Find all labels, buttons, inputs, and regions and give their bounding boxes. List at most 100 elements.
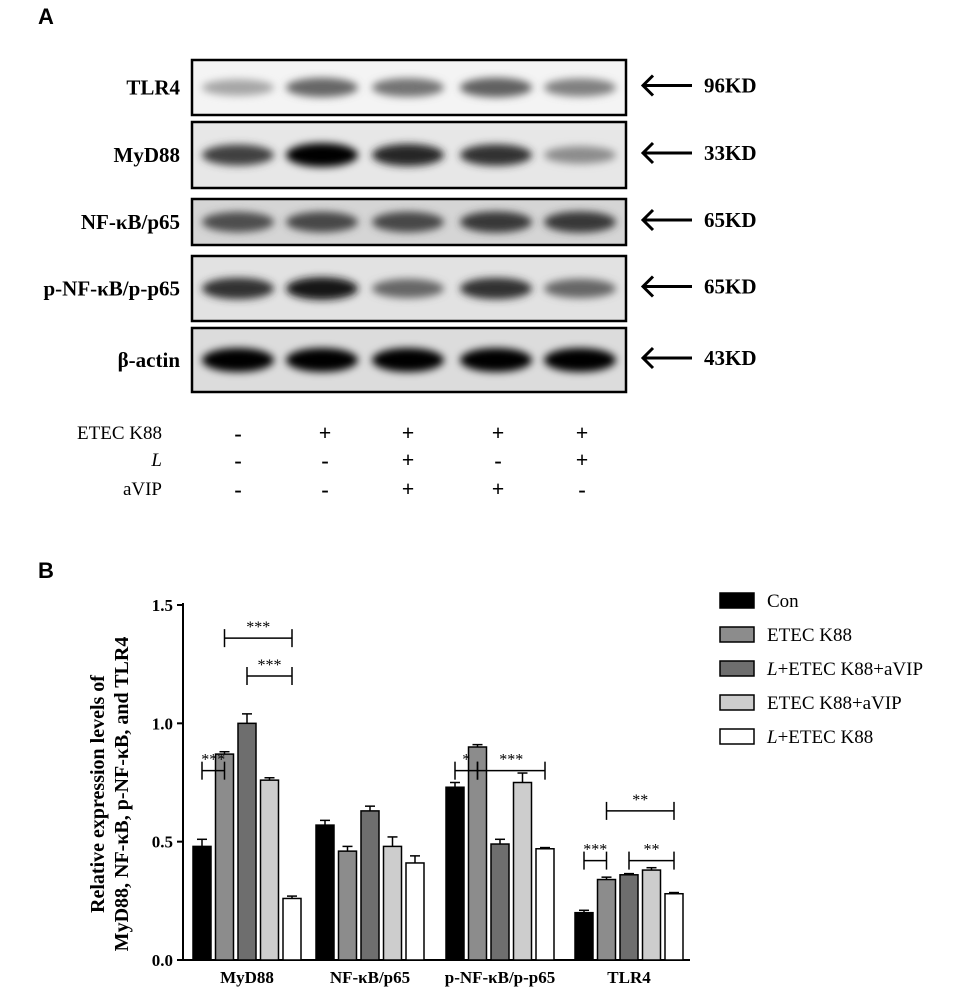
legend-swatch-4 [719, 728, 755, 745]
condition-sign-0-2: + [402, 420, 415, 445]
legend-label-prefix-2: L [766, 659, 778, 680]
legend-label-2: L+ETEC K88+aVIP [766, 659, 923, 680]
legend-swatch-2 [719, 660, 755, 677]
category-label-3: TLR4 [607, 968, 651, 987]
bar-1-3 [596, 878, 617, 961]
bar-4-1 [405, 862, 425, 961]
arrow-icon [640, 346, 692, 370]
blot-band-1-1 [286, 143, 358, 167]
blot-band-0-2 [372, 78, 444, 97]
panel-a-letter: A [38, 4, 54, 29]
condition-sign-1-1: - [321, 448, 328, 473]
band-label-1: MyD88 [114, 143, 181, 167]
condition-sign-2-3: + [492, 476, 505, 501]
arrow-icon [640, 208, 692, 232]
kd-label-0: 96KD [704, 74, 757, 98]
legend-label-text-4: +ETEC K88 [778, 727, 874, 748]
condition-sign-0-3: + [492, 420, 505, 445]
significance-label-0: *** [201, 752, 225, 769]
significance-label-7: ** [644, 842, 660, 859]
bar-3-1 [382, 845, 403, 961]
significance-label-5: *** [583, 842, 607, 859]
legend-label-text-2: +ETEC K88+aVIP [778, 659, 923, 680]
significance-label-3: * [462, 752, 470, 769]
blot-band-0-4 [544, 78, 616, 97]
legend-label-text-3: ETEC K88+aVIP [767, 693, 902, 714]
arrow-icon [640, 74, 692, 97]
blot-band-2-3 [460, 211, 532, 233]
blot-band-2-1 [286, 211, 358, 233]
legend-label-1: ETEC K88 [767, 625, 852, 646]
blot-band-1-0 [202, 144, 274, 166]
legend-label-text-0: Con [767, 591, 799, 612]
condition-sign-0-0: - [234, 421, 241, 446]
blot-band-4-4 [544, 348, 616, 372]
y-tick-label-1: 0.5 [152, 833, 173, 852]
blot-band-0-3 [460, 77, 532, 98]
arrow-icon [640, 141, 692, 165]
category-label-0: MyD88 [220, 968, 274, 987]
bar-4-3 [664, 892, 684, 961]
blot-band-2-2 [372, 211, 444, 233]
legend-label-text-1: ETEC K88 [767, 625, 852, 646]
blot-band-0-1 [286, 77, 358, 98]
condition-sign-1-0: - [234, 448, 241, 473]
blot-band-4-2 [372, 348, 444, 372]
western-blot: TLR4 96KD MyD88 33KD NF-κB/p65 65KD p-NF-κB/p-… [43, 58, 757, 394]
bar-3-3 [641, 869, 662, 961]
blot-band-1-3 [460, 144, 532, 166]
category-label-1: NF-κB/p65 [330, 968, 410, 987]
blot-band-0-0 [202, 79, 274, 96]
bar-1-1 [337, 850, 358, 961]
legend-swatch-1 [719, 626, 755, 643]
bar-2-2 [490, 843, 510, 961]
condition-sign-1-2: + [402, 447, 415, 472]
category-label-2: p-NF-κB/p-p65 [445, 968, 556, 987]
bar-4-0 [282, 897, 302, 961]
significance-label-4: *** [499, 752, 523, 769]
legend-swatch-3 [719, 694, 755, 711]
kd-label-1: 33KD [704, 141, 757, 165]
bar-3-2 [512, 781, 533, 961]
band-label-0: TLR4 [126, 76, 180, 100]
condition-label-0: ETEC K88 [77, 423, 162, 444]
blot-band-1-4 [544, 146, 616, 164]
bar-2-0 [237, 722, 257, 961]
blot-band-3-2 [372, 278, 444, 299]
bar-chart: Relative expression levels of MyD88, NF-… [87, 596, 690, 987]
condition-sign-1-3: - [494, 448, 501, 473]
condition-table: ETEC K88- + + + +L - - + - +aVIP - - + + - [77, 420, 588, 502]
bar-2-3 [619, 874, 639, 961]
band-label-3: p-NF-κB/p-p65 [43, 277, 180, 301]
y-tick-label-0: 0.0 [152, 951, 173, 970]
condition-sign-1-4: + [576, 447, 589, 472]
kd-label-4: 43KD [704, 346, 757, 370]
significance-label-1: *** [246, 619, 270, 636]
bar-0-3 [574, 911, 594, 961]
blot-band-4-3 [460, 348, 532, 372]
band-label-4: β-actin [118, 348, 181, 372]
condition-sign-2-0: - [234, 477, 241, 502]
condition-sign-2-4: - [578, 477, 585, 502]
bar-0-1 [315, 824, 335, 961]
panel-b-letter: B [38, 558, 54, 583]
arrow-icon [640, 275, 692, 298]
y-tick-label-2: 1.0 [152, 714, 173, 733]
bar-0-0 [192, 845, 212, 961]
blot-band-3-4 [544, 278, 616, 299]
y-axis-label-line-1: Relative expression levels of [87, 675, 109, 913]
blot-band-4-1 [286, 348, 358, 372]
significance-label-6: ** [632, 792, 648, 809]
condition-sign-0-4: + [576, 420, 589, 445]
significance-label-2: *** [258, 657, 282, 674]
condition-sign-0-1: + [319, 420, 332, 445]
bar-0-2 [445, 786, 465, 961]
condition-sign-2-2: + [402, 476, 415, 501]
condition-label-1: L [150, 450, 162, 471]
blot-band-3-3 [460, 277, 532, 300]
blot-band-3-1 [286, 277, 358, 300]
y-axis-label-line-2: MyD88, NF-κB, p-NF-κB, and TLR4 [111, 637, 133, 952]
blot-band-1-2 [372, 143, 444, 167]
bar-1-0 [214, 753, 235, 961]
